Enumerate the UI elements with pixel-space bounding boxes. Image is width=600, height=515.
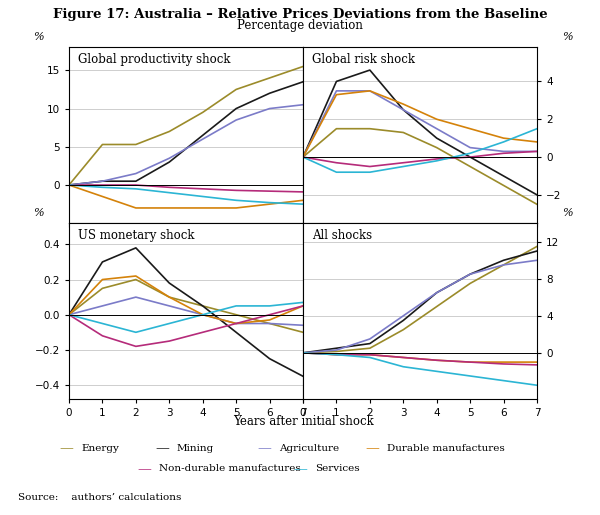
- Text: US monetary shock: US monetary shock: [79, 229, 195, 242]
- Text: Years after initial shock: Years after initial shock: [233, 415, 373, 427]
- Text: Global productivity shock: Global productivity shock: [79, 53, 231, 65]
- Text: Mining: Mining: [177, 443, 214, 453]
- Text: —: —: [155, 441, 169, 455]
- Text: %: %: [33, 208, 44, 218]
- Text: Figure 17: Australia – Relative Prices Deviations from the Baseline: Figure 17: Australia – Relative Prices D…: [53, 8, 547, 21]
- Text: Global risk shock: Global risk shock: [313, 53, 415, 65]
- Text: %: %: [562, 32, 573, 42]
- Text: Durable manufactures: Durable manufactures: [387, 443, 505, 453]
- Text: —: —: [59, 441, 73, 455]
- Text: —: —: [365, 441, 379, 455]
- Text: —: —: [137, 461, 151, 476]
- Text: Source:    authors’ calculations: Source: authors’ calculations: [18, 493, 181, 502]
- Text: Services: Services: [315, 464, 359, 473]
- Text: %: %: [562, 208, 573, 218]
- Text: Energy: Energy: [81, 443, 119, 453]
- Text: %: %: [33, 32, 44, 42]
- Text: Non-durable manufactures: Non-durable manufactures: [159, 464, 301, 473]
- Text: All shocks: All shocks: [313, 229, 373, 242]
- Text: —: —: [257, 441, 271, 455]
- Text: Percentage deviation: Percentage deviation: [237, 19, 363, 32]
- Text: Agriculture: Agriculture: [279, 443, 339, 453]
- Text: —: —: [293, 461, 307, 476]
